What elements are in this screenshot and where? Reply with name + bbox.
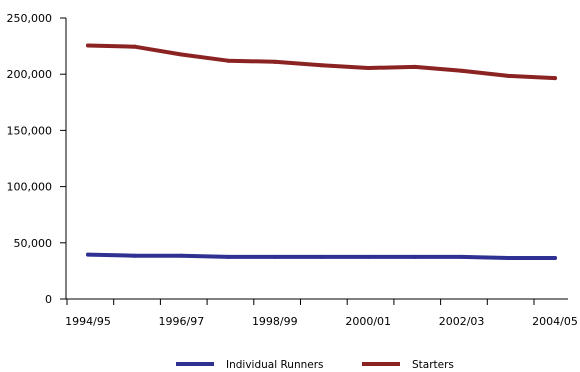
y-tick-label: 200,000 xyxy=(7,68,53,81)
data-point-individual-runners xyxy=(366,254,371,259)
data-point-individual-runners xyxy=(272,254,277,259)
data-point-starters xyxy=(226,58,231,63)
data-point-starters xyxy=(506,73,511,78)
data-point-individual-runners xyxy=(179,253,184,258)
y-tick-label: 250,000 xyxy=(7,12,53,25)
legend-label: Starters xyxy=(412,359,454,371)
data-point-individual-runners xyxy=(226,254,231,259)
y-tick-label: 150,000 xyxy=(7,124,53,137)
series-line-starters xyxy=(86,43,557,81)
data-point-starters xyxy=(412,64,417,69)
data-point-individual-runners xyxy=(553,255,557,260)
x-tick-label: 1994/95 xyxy=(65,315,111,328)
chart-legend: Individual Runners Starters xyxy=(176,359,454,371)
y-axis-ticks: 0 50,000 100,000 150,000 200,000 250,000 xyxy=(7,12,66,306)
legend-label: Individual Runners xyxy=(226,359,324,371)
data-point-individual-runners xyxy=(132,253,137,258)
data-point-individual-runners xyxy=(506,255,511,260)
chart-series xyxy=(86,43,557,260)
data-point-starters xyxy=(272,59,277,64)
data-point-starters xyxy=(179,52,184,57)
x-tick-label: 1996/97 xyxy=(159,315,205,328)
data-point-individual-runners xyxy=(319,254,324,259)
x-tick-label: 1998/99 xyxy=(252,315,298,328)
data-point-individual-runners xyxy=(86,252,90,257)
y-tick-label: 100,000 xyxy=(7,181,53,194)
data-point-individual-runners xyxy=(412,254,417,259)
x-axis-ticks: 1994/95 1996/97 1998/99 2000/01 2002/03 2004/… xyxy=(65,299,578,328)
data-point-starters xyxy=(553,76,557,81)
data-point-starters xyxy=(459,68,464,73)
x-tick-label: 2002/03 xyxy=(439,315,485,328)
data-point-individual-runners xyxy=(459,254,464,259)
x-tick-label: 2000/01 xyxy=(345,315,391,328)
data-point-starters xyxy=(319,63,324,68)
y-tick-label: 50,000 xyxy=(14,237,53,250)
data-point-starters xyxy=(366,66,371,71)
data-point-starters xyxy=(132,44,137,49)
x-tick-label: 2004/05 xyxy=(532,315,578,328)
chart-axes xyxy=(65,18,568,300)
y-tick-label: 0 xyxy=(45,293,52,306)
data-point-starters xyxy=(86,43,90,48)
